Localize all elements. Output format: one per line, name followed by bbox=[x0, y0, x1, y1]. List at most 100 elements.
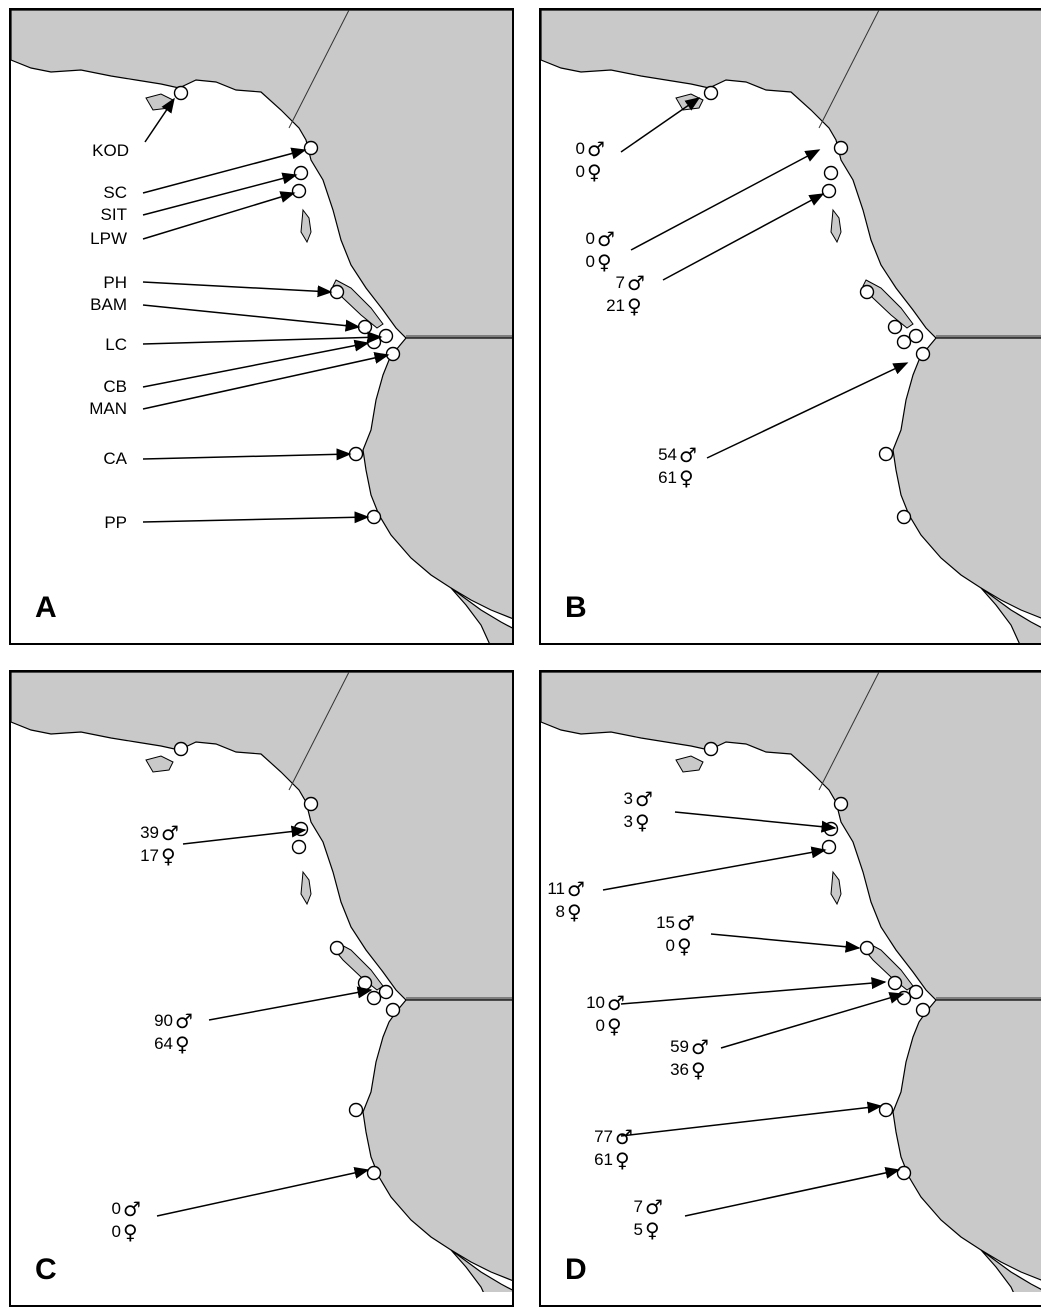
pointer-arrow bbox=[142, 339, 370, 388]
sampling-site-marker bbox=[821, 839, 837, 855]
female-count: 61 bbox=[594, 1150, 613, 1169]
sampling-site-marker bbox=[833, 140, 849, 156]
female-count: 0 bbox=[586, 252, 595, 271]
panel-b-overlay: 0 ♂0 ♀0 ♂0 ♀7 ♂21 ♀54 ♂61 ♀ bbox=[541, 10, 1041, 643]
male-count: 59 bbox=[670, 1037, 689, 1056]
land-south bbox=[362, 337, 512, 620]
panel-b: 0 ♂ 0 ♀ 0 ♂ 0 ♀ 7 ♂ 21 ♀ 54 ♂ 61 ♀ B bbox=[539, 8, 1041, 645]
sampling-site-marker bbox=[291, 839, 307, 855]
female-symbol-icon: ♀ bbox=[587, 160, 602, 184]
panel-letter: D bbox=[565, 1253, 587, 1286]
land-baja bbox=[980, 1249, 1041, 1292]
land-baja bbox=[450, 1249, 512, 1292]
male-count: 54 bbox=[658, 445, 677, 464]
pointer-arrow bbox=[142, 304, 361, 332]
sampling-site-marker bbox=[357, 975, 373, 991]
male-symbol-icon: ♂ bbox=[691, 1035, 709, 1059]
male-count: 7 bbox=[616, 273, 625, 292]
sampling-site-marker bbox=[896, 334, 912, 350]
alaska-border bbox=[288, 672, 350, 791]
female-symbol-icon: ♀ bbox=[679, 466, 694, 490]
sampling-site-marker bbox=[348, 446, 364, 462]
male-symbol-icon: ♂ bbox=[175, 1009, 193, 1033]
land-north bbox=[11, 10, 512, 339]
panel-c: 39 ♂ 17 ♀ 90 ♂ 64 ♀ 0 ♂ 0 ♀ C bbox=[9, 670, 514, 1307]
male-symbol-icon: ♂ bbox=[645, 1195, 663, 1219]
pointer-arrow bbox=[674, 811, 837, 833]
pointer-arrow bbox=[142, 191, 296, 240]
haida-gwaii bbox=[830, 870, 842, 906]
male-count: 15 bbox=[656, 913, 675, 932]
site-code-label: SIT bbox=[101, 205, 127, 224]
sex-count-label: 59 ♂36 ♀ bbox=[670, 1035, 709, 1082]
female-count: 8 bbox=[556, 902, 565, 921]
male-symbol-icon: ♂ bbox=[161, 821, 179, 845]
land-baja bbox=[450, 587, 512, 643]
sex-count-label: 11 ♂8 ♀ bbox=[547, 877, 585, 924]
sampling-site-marker bbox=[915, 1002, 931, 1018]
panel-c-overlay: 39 ♂17 ♀90 ♂64 ♀0 ♂0 ♀ bbox=[11, 672, 512, 1292]
sampling-site-marker bbox=[821, 183, 837, 199]
alaska-border bbox=[288, 10, 350, 129]
pointer-arrow bbox=[710, 933, 861, 953]
sex-count-label: 7 ♂5 ♀ bbox=[634, 1195, 663, 1242]
male-symbol-icon: ♂ bbox=[677, 911, 695, 935]
sampling-site-marker bbox=[703, 741, 719, 757]
land-north bbox=[541, 10, 1041, 339]
sampling-site-marker bbox=[833, 796, 849, 812]
male-count: 77 bbox=[594, 1127, 613, 1146]
sampling-site-marker bbox=[908, 984, 924, 1000]
female-count: 0 bbox=[112, 1222, 121, 1241]
site-code-label: LPW bbox=[90, 229, 127, 248]
site-code-label: BAM bbox=[90, 295, 127, 314]
sampling-site-marker bbox=[378, 984, 394, 1000]
pointer-arrow bbox=[182, 825, 307, 845]
pointer-arrow bbox=[142, 331, 383, 345]
land-south bbox=[362, 999, 512, 1282]
male-count: 90 bbox=[154, 1011, 173, 1030]
site-code-label: PP bbox=[104, 513, 127, 532]
pointer-arrow bbox=[142, 352, 390, 410]
pointer-arrow bbox=[142, 448, 352, 461]
male-symbol-icon: ♂ bbox=[607, 991, 625, 1015]
sex-count-label: 54 ♂61 ♀ bbox=[658, 443, 697, 490]
site-code-label: CB bbox=[103, 377, 127, 396]
panel-a: KOD SC SIT LPW PH BAM LC CB MAN CA PP A bbox=[9, 8, 514, 645]
sampling-site-marker bbox=[896, 509, 912, 525]
sampling-site-marker bbox=[173, 85, 189, 101]
kodiak-island bbox=[675, 93, 704, 111]
kodiak-island bbox=[675, 755, 704, 773]
sex-count-label: 77 ♂61 ♀ bbox=[594, 1125, 633, 1172]
sampling-site-marker bbox=[887, 975, 903, 991]
sex-count-label: 7 ♂21 ♀ bbox=[606, 271, 645, 318]
pointer-arrow bbox=[142, 147, 307, 194]
female-symbol-icon: ♀ bbox=[691, 1058, 706, 1082]
sampling-site-marker bbox=[887, 319, 903, 335]
sex-count-label: 39 ♂17 ♀ bbox=[140, 821, 179, 868]
site-code-label: PH bbox=[103, 273, 127, 292]
male-symbol-icon: ♂ bbox=[627, 271, 645, 295]
panel-letter: C bbox=[35, 1253, 57, 1286]
female-symbol-icon: ♀ bbox=[635, 810, 650, 834]
sex-count-label: 10 ♂0 ♀ bbox=[586, 991, 625, 1038]
pointer-arrow bbox=[630, 149, 821, 251]
sampling-site-marker bbox=[293, 821, 309, 837]
sampling-site-marker bbox=[378, 328, 394, 344]
land-north bbox=[11, 672, 512, 1001]
sampling-site-marker bbox=[878, 446, 894, 462]
sampling-site-marker bbox=[291, 183, 307, 199]
sampling-site-marker bbox=[896, 990, 912, 1006]
panel-letter: A bbox=[35, 591, 57, 624]
alaska-border bbox=[818, 10, 880, 129]
female-count: 61 bbox=[658, 468, 677, 487]
male-symbol-icon: ♂ bbox=[615, 1125, 633, 1149]
female-symbol-icon: ♀ bbox=[597, 250, 612, 274]
land-baja bbox=[980, 587, 1041, 643]
male-count: 0 bbox=[576, 139, 585, 158]
sampling-site-marker bbox=[366, 990, 382, 1006]
male-count: 3 bbox=[624, 789, 633, 808]
male-count: 0 bbox=[586, 229, 595, 248]
sampling-site-marker bbox=[303, 796, 319, 812]
pointer-arrow bbox=[142, 511, 370, 524]
sampling-site-marker bbox=[329, 284, 345, 300]
